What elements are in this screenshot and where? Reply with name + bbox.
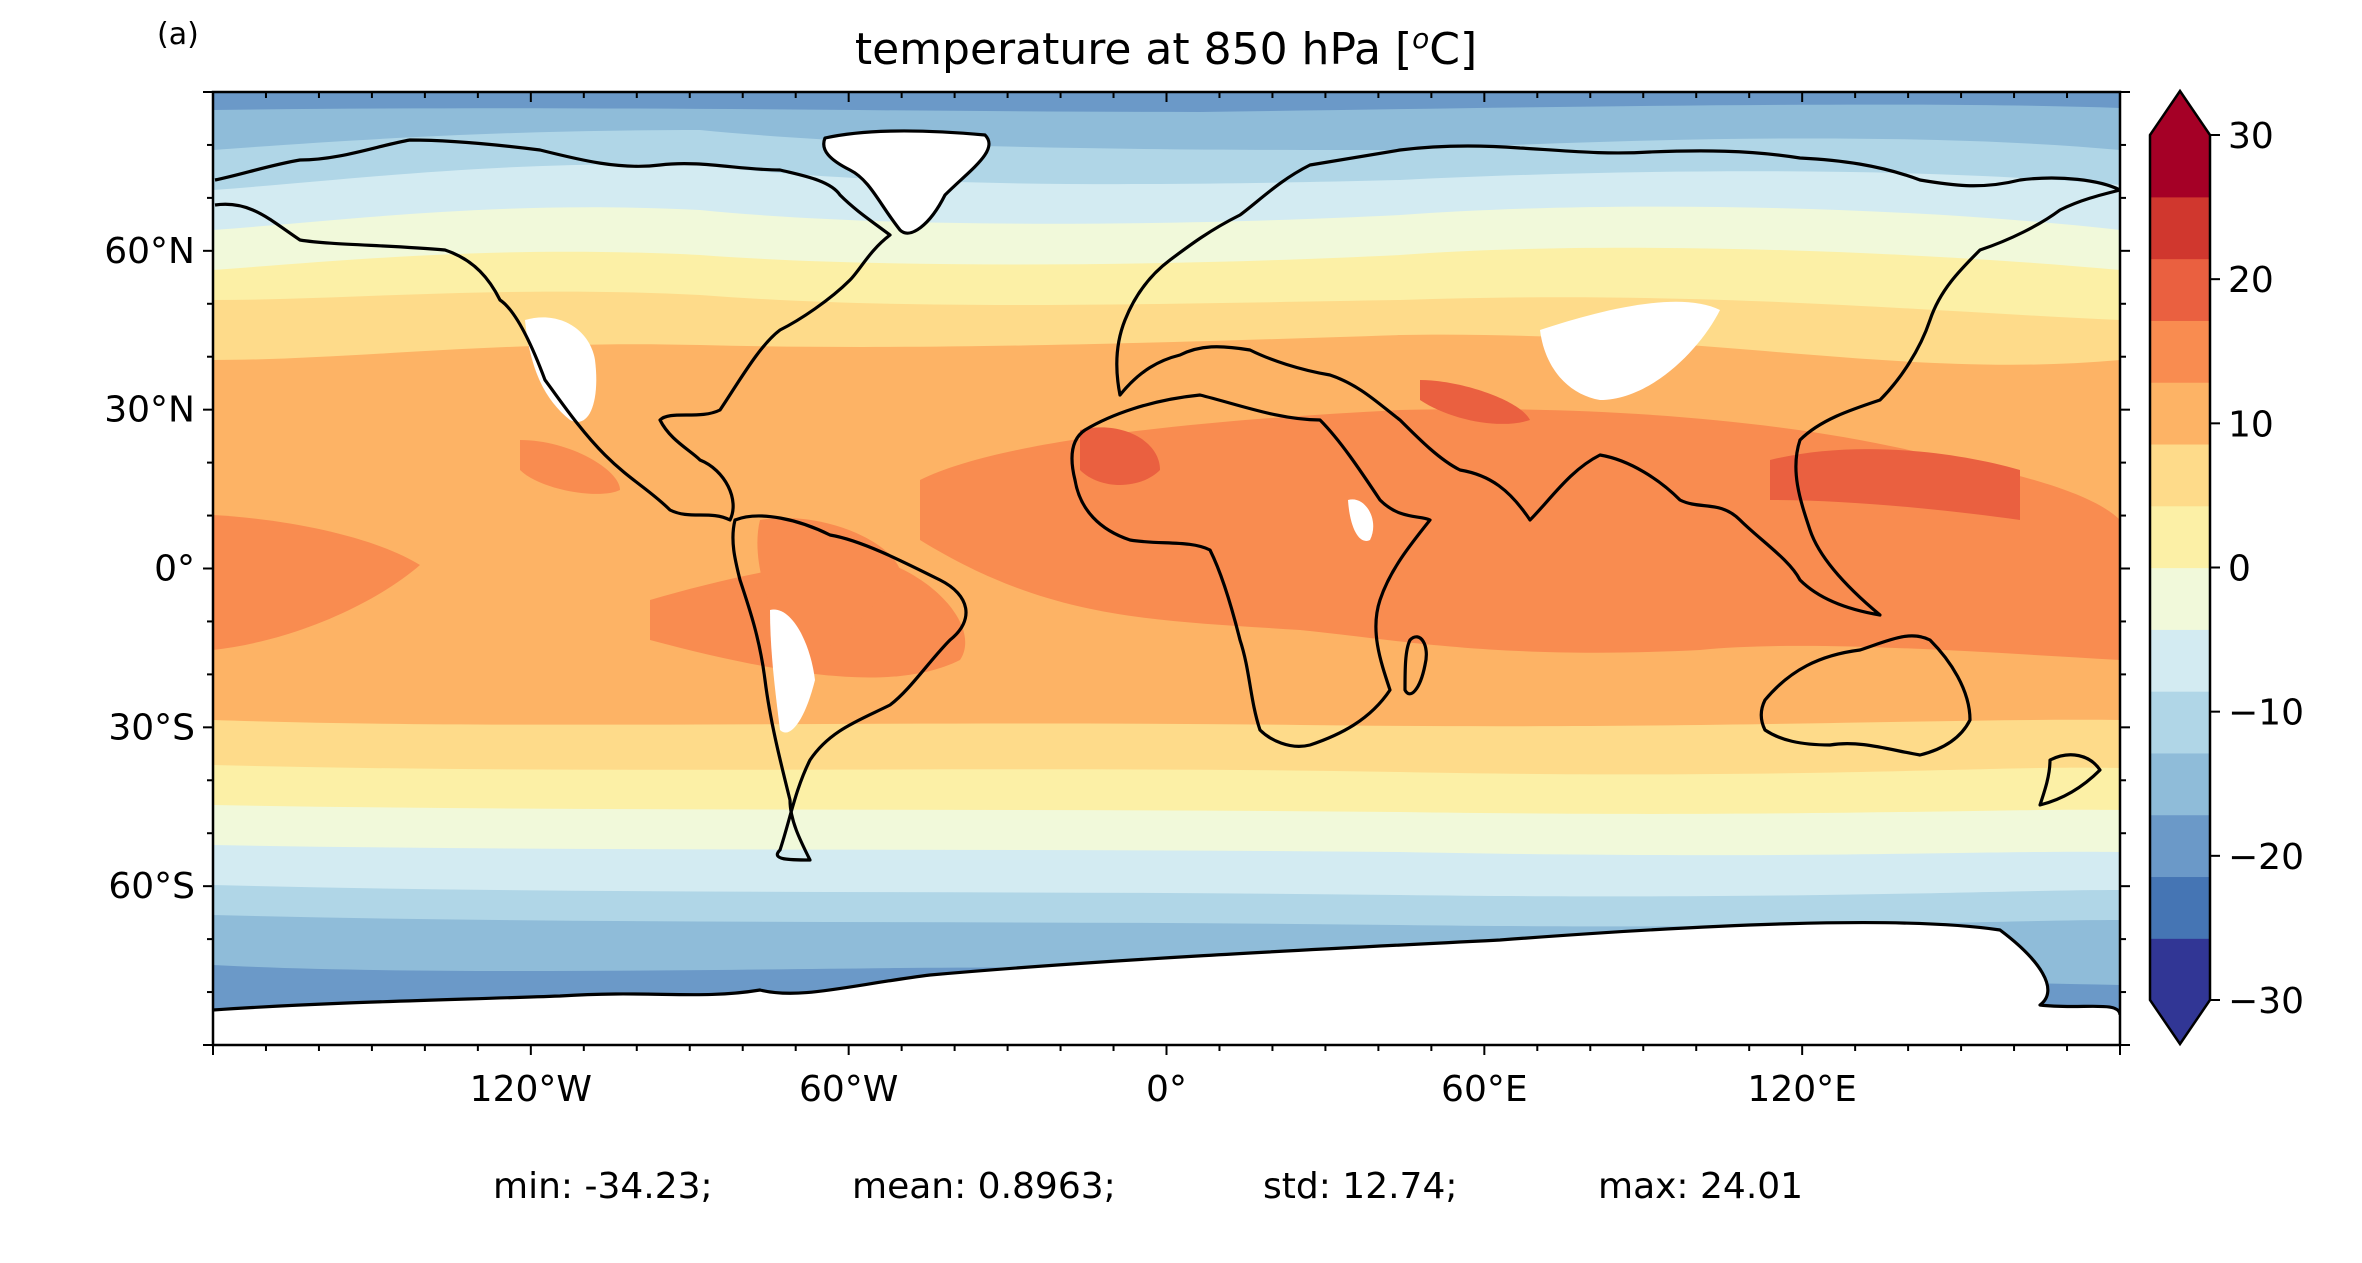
- title-suffix: C]: [1429, 24, 1477, 75]
- lon-tick-label: 0°: [1146, 1069, 1187, 1110]
- latitude-axis: 60°N 30°N 0° 30°S 60°S: [104, 91, 2130, 1046]
- lon-tick-label: 120°E: [1747, 1069, 1856, 1110]
- lon-tick-label: 120°W: [470, 1069, 592, 1110]
- colorbar-segment: [2150, 196, 2210, 260]
- map-panel: 120°W 60°W 0° 60°E 120°E 60°N 30°N 0° 30°S 60°S: [104, 90, 2130, 1110]
- mask-tibet: [1540, 301, 1720, 400]
- mask-andes: [770, 609, 815, 733]
- stat-min: min: -34.23;: [493, 1166, 713, 1207]
- lat-tick-label: 30°N: [104, 390, 195, 431]
- mask-greenland: [823, 130, 990, 234]
- title-superscript: o: [1412, 22, 1429, 55]
- coast-new-zealand: [2038, 753, 2102, 807]
- coast-north-america: [214, 138, 892, 522]
- colorbar-segment: [2150, 258, 2210, 321]
- hot-warm-pool: [1770, 449, 2020, 520]
- colorbar-segment: [2150, 382, 2210, 445]
- colorbar-extend-min: [2150, 1000, 2210, 1044]
- map-title: temperature at 850 hPa [oC]: [855, 22, 1477, 75]
- stat-mean: mean: 0.8963;: [852, 1166, 1116, 1207]
- colorbar-segment: [2150, 320, 2210, 383]
- title-prefix: temperature at 850 hPa [: [855, 24, 1412, 75]
- longitude-axis: 120°W 60°W 0° 60°E 120°E: [212, 92, 2121, 1110]
- mask-antarctica: [213, 922, 2120, 1045]
- colorbar-segment: [2150, 443, 2210, 507]
- lat-tick-label: 60°N: [104, 231, 195, 272]
- mask-ethiopia: [1348, 499, 1374, 541]
- lat-tick-label: 0°: [154, 549, 195, 590]
- hot-persia: [1420, 380, 1530, 424]
- colorbar-segment: [2150, 629, 2210, 692]
- lon-tick-label: 60°E: [1441, 1069, 1528, 1110]
- coast-australia: [1759, 634, 1972, 757]
- stats-line: min: -34.23; mean: 0.8963; std: 12.74; m…: [493, 1166, 1803, 1207]
- coast-africa: [1070, 393, 1432, 748]
- coastlines: [213, 129, 2120, 1016]
- colorbar-segment: [2150, 691, 2210, 754]
- colorbar-tick-label: −10: [2228, 693, 2304, 734]
- colorbar-tick-label: −30: [2228, 981, 2304, 1022]
- colorbar-tick-label: 0: [2228, 549, 2251, 590]
- lat-tick-label: 60°S: [108, 866, 195, 907]
- colorbar-tick-label: 10: [2228, 404, 2274, 445]
- colorbar-segment: [2150, 505, 2210, 569]
- colorbar-segment: [2150, 938, 2210, 1001]
- mask-rockies: [525, 317, 597, 422]
- coast-eurasia: [1115, 144, 2120, 617]
- coast-antarctica: [213, 920, 2120, 1016]
- warm-mexico-coast: [520, 440, 620, 494]
- colorbar-segment: [2150, 135, 2210, 198]
- colorbar-ticks: 30 20 10 0 −10 −20 −30: [2210, 116, 2304, 1022]
- colorbar-segment: [2150, 876, 2210, 939]
- colorbar-tick-label: 30: [2228, 116, 2274, 157]
- colorbar: 30 20 10 0 −10 −20 −30: [2148, 88, 2304, 1047]
- warm-east-pacific: [213, 515, 420, 650]
- temperature-field: [213, 92, 2120, 1045]
- stat-std: std: 12.74;: [1263, 1166, 1457, 1207]
- colorbar-segment: [2150, 752, 2210, 816]
- colorbar-segments: [2150, 135, 2210, 1001]
- colorbar-segment: [2150, 814, 2210, 878]
- colorbar-tick-label: −20: [2228, 837, 2304, 878]
- coast-south-america: [731, 514, 968, 862]
- coast-madagascar: [1403, 635, 1428, 696]
- lat-tick-label: 30°S: [108, 707, 195, 748]
- coast-greenland: [822, 129, 991, 235]
- colorbar-extend-max: [2150, 91, 2210, 135]
- panel-label: (a): [157, 17, 199, 52]
- stat-max: max: 24.01: [1598, 1166, 1803, 1207]
- lon-tick-label: 60°W: [799, 1069, 898, 1110]
- colorbar-segment: [2150, 567, 2210, 630]
- colorbar-tick-label: 20: [2228, 260, 2274, 301]
- hot-sahara: [1080, 427, 1160, 485]
